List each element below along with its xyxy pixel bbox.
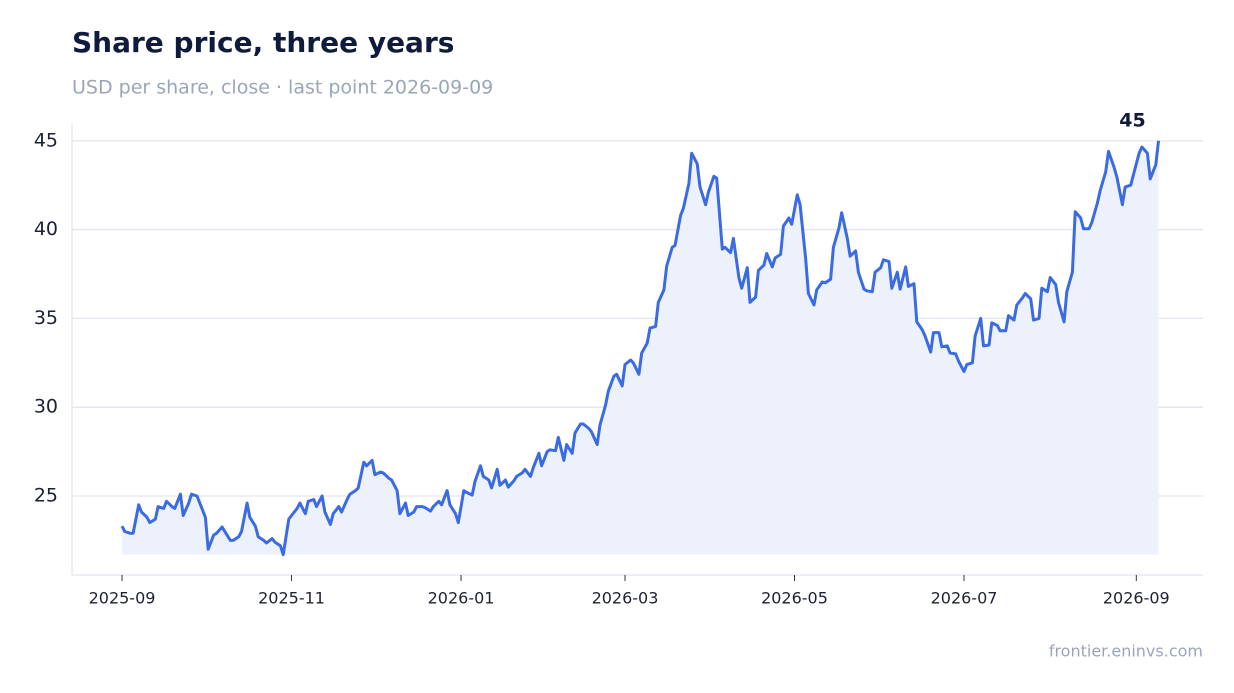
y-tick-label: 25 (34, 484, 58, 506)
chart-subtitle: USD per share, close · last point 2026-0… (72, 77, 493, 99)
x-tick-label: 2025-11 (258, 589, 325, 608)
x-tick-label: 2026-05 (761, 589, 828, 608)
value-label: 45 (1119, 109, 1145, 131)
y-tick-label: 45 (34, 129, 58, 151)
x-tick-label: 2026-07 (931, 589, 998, 608)
y-tick-label: 40 (34, 218, 58, 240)
source: frontier.eninvs.com (1049, 642, 1203, 661)
chart-title: Share price, three years (72, 26, 454, 59)
x-tick-label: 2025-09 (89, 589, 156, 608)
x-tick-label: 2026-09 (1103, 589, 1170, 608)
x-tick-label: 2026-01 (428, 589, 495, 608)
area (122, 140, 1159, 555)
x-tick-label: 2026-03 (592, 589, 659, 608)
y-tick-label: 30 (34, 396, 58, 418)
line (120, 140, 1160, 557)
y-tick-label: 35 (34, 307, 58, 329)
